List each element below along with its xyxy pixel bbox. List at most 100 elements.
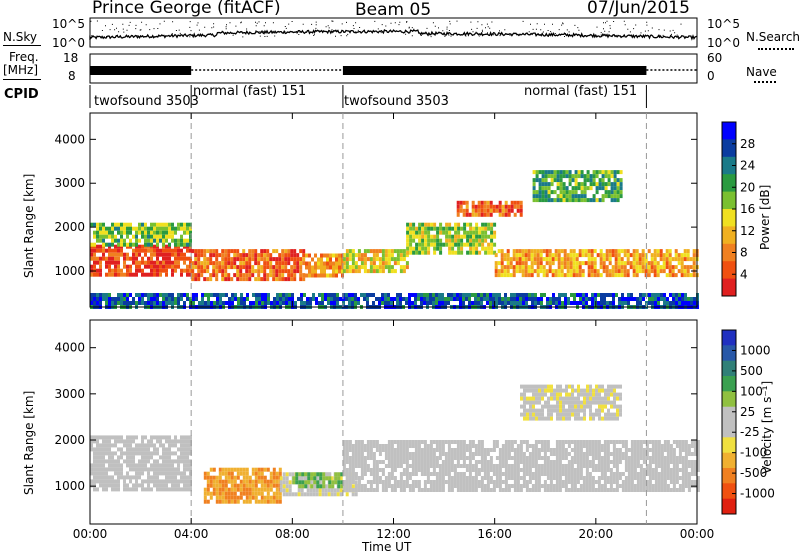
- x-tick-label: 12:00: [376, 527, 411, 541]
- velocity-colorbar-frame: [721, 329, 737, 515]
- nsky-legend-line: [3, 45, 41, 46]
- power-colorbar-tick-label: 24: [740, 159, 755, 173]
- velocity-colorbar-tick-label: -100: [740, 446, 767, 460]
- power-panel-region: [532, 170, 623, 203]
- cpid-mode-2: normal (fast) 151: [193, 84, 307, 99]
- velocity-panel-cells: [90, 384, 700, 504]
- freq-legend-line: [3, 79, 41, 80]
- noise-right-bottom-tick: 10^0: [707, 36, 740, 50]
- power-colorbar-swatch: [722, 122, 736, 140]
- beam-label: Beam 05: [355, 0, 432, 20]
- velocity-panel-ytick-label: 1000: [54, 479, 85, 493]
- power-panel-ytick-label: 3000: [54, 176, 85, 190]
- power-colorbar-swatch: [722, 261, 736, 280]
- velocity-colorbar-tick-label: -500: [740, 466, 767, 480]
- power-panel-region: [342, 249, 409, 274]
- velocity-colorbar-swatch: [722, 330, 736, 346]
- x-tick-label: 16:00: [477, 527, 512, 541]
- power-panel-ytick-label: 2000: [54, 220, 85, 234]
- power-panel-region: [90, 222, 192, 247]
- power-colorbar-swatch: [722, 156, 736, 175]
- power-colorbar-tick-label: 16: [740, 202, 755, 216]
- velocity-colorbar-tick-label: 25: [740, 405, 755, 419]
- velocity-cbar-label: Velocity [m s⁻¹]: [760, 380, 774, 474]
- power-colorbar-tick-label: 8: [740, 246, 748, 260]
- noise-right-top-tick: 10^5: [707, 17, 740, 31]
- power-colorbar-swatch: [722, 209, 736, 227]
- power-panel-region: [406, 222, 497, 255]
- nave-legend-line: [754, 81, 776, 83]
- freq-band-solid: [342, 66, 647, 75]
- power-colorbar-swatch: [722, 226, 736, 245]
- noise-sky-line: [89, 29, 698, 41]
- freq-band-solid: [90, 66, 192, 75]
- velocity-panel-background: [90, 320, 697, 524]
- power-colorbar-swatch: [722, 139, 736, 158]
- velocity-colorbar-tick-label: -25: [740, 425, 760, 439]
- power-colorbar-tick-label: 20: [740, 180, 755, 194]
- power-ylabel: Slant Range [km]: [22, 173, 36, 278]
- noise-left-top-tick: 10^5: [52, 17, 85, 31]
- velocity-panel-region: [292, 472, 344, 489]
- freq-top-tick: 18: [63, 51, 79, 65]
- velocity-colorbar-swatch: [722, 468, 736, 484]
- nave-top-tick: 60: [707, 51, 723, 65]
- noise-search-dots: [90, 20, 682, 38]
- velocity-colorbar-swatch: [722, 422, 736, 438]
- power-panel-ytick-label: 1000: [54, 264, 85, 278]
- x-tick-label: 04:00: [174, 527, 209, 541]
- power-colorbar-tick-label: 4: [740, 267, 748, 281]
- velocity-colorbar-swatch: [722, 498, 736, 515]
- power-colorbar-tick-label: 28: [740, 137, 755, 151]
- velocity-panel-ytick-label: 2000: [54, 433, 85, 447]
- power-colorbar-swatch: [722, 243, 736, 262]
- velocity-colorbar-tick-label: 100: [740, 384, 763, 398]
- power-panel-cells: [90, 170, 699, 309]
- noise-strip-frame: [89, 17, 698, 48]
- power-panel-region: [456, 200, 523, 217]
- freq-label-line1: Freq.: [9, 50, 39, 64]
- x-tick-label: 08:00: [275, 527, 310, 541]
- velocity-colorbar-tick-label: 1000: [740, 343, 771, 357]
- velocity-colorbar-tick-label: 500: [740, 364, 763, 378]
- power-colorbar-swatch: [722, 278, 736, 297]
- velocity-colorbar-swatch: [722, 376, 736, 392]
- velocity-colorbar-swatch: [722, 483, 736, 500]
- cpid-mode-3: twofsound 3503: [344, 94, 449, 109]
- nsearch-label: N.Search: [746, 30, 800, 44]
- nsky-label: N.Sky: [3, 30, 38, 44]
- power-colorbar-tick-label: 12: [740, 224, 755, 238]
- power-panel-ytick-label: 4000: [54, 132, 85, 146]
- nave-label: Nave: [746, 65, 777, 79]
- freq-label-line2: [MHz]: [3, 63, 39, 77]
- date-label: 07/Jun/2015: [587, 0, 690, 18]
- velocity-panel-region: [90, 435, 192, 492]
- noise-left-bottom-tick: 10^0: [52, 36, 85, 50]
- velocity-panel-region: [520, 384, 622, 421]
- x-tick-label: 20:00: [579, 527, 614, 541]
- power-panel-region: [191, 249, 306, 282]
- x-axis-label: Time UT: [362, 540, 412, 554]
- power-colorbar-swatch: [722, 191, 736, 210]
- velocity-panel-ytick-label: 3000: [54, 387, 85, 401]
- velocity-panel-ytick-label: 4000: [54, 341, 85, 355]
- nave-bottom-tick: 0: [707, 69, 715, 83]
- velocity-colorbar-swatch: [722, 437, 736, 454]
- velocity-panel-region: [342, 440, 700, 492]
- velocity-colorbar-swatch: [722, 406, 736, 423]
- power-panel-background: [90, 113, 697, 307]
- velocity-colorbar-swatch: [722, 360, 736, 377]
- velocity-colorbar-tick-label: -1000: [740, 487, 775, 501]
- power-cbar-label: Power [dB]: [758, 184, 772, 250]
- freq-bottom-tick: 8: [68, 69, 76, 83]
- power-colorbar-swatch: [722, 174, 736, 193]
- velocity-colorbar-swatch: [722, 345, 736, 362]
- power-panel-region: [494, 249, 699, 278]
- x-tick-label: 00:00: [73, 527, 108, 541]
- x-tick-label: 00:00: [680, 527, 715, 541]
- nsearch-legend-line: [758, 48, 794, 50]
- cpid-label: CPID: [4, 87, 39, 102]
- station-title: Prince George (fitACF): [92, 0, 281, 18]
- cpid-mode-4: normal (fast) 151: [524, 84, 638, 99]
- cpid-mode-1: twofsound 3503: [94, 94, 199, 109]
